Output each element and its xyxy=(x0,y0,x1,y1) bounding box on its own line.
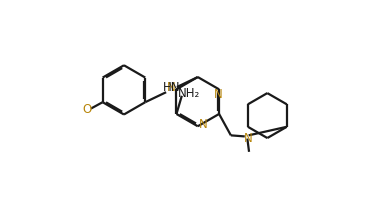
Text: NH₂: NH₂ xyxy=(178,87,200,100)
Text: N: N xyxy=(243,132,252,145)
Text: HN: HN xyxy=(163,81,180,94)
Text: N: N xyxy=(214,88,223,101)
Text: N: N xyxy=(167,81,175,94)
Text: N: N xyxy=(199,118,207,131)
Text: O: O xyxy=(82,103,92,116)
